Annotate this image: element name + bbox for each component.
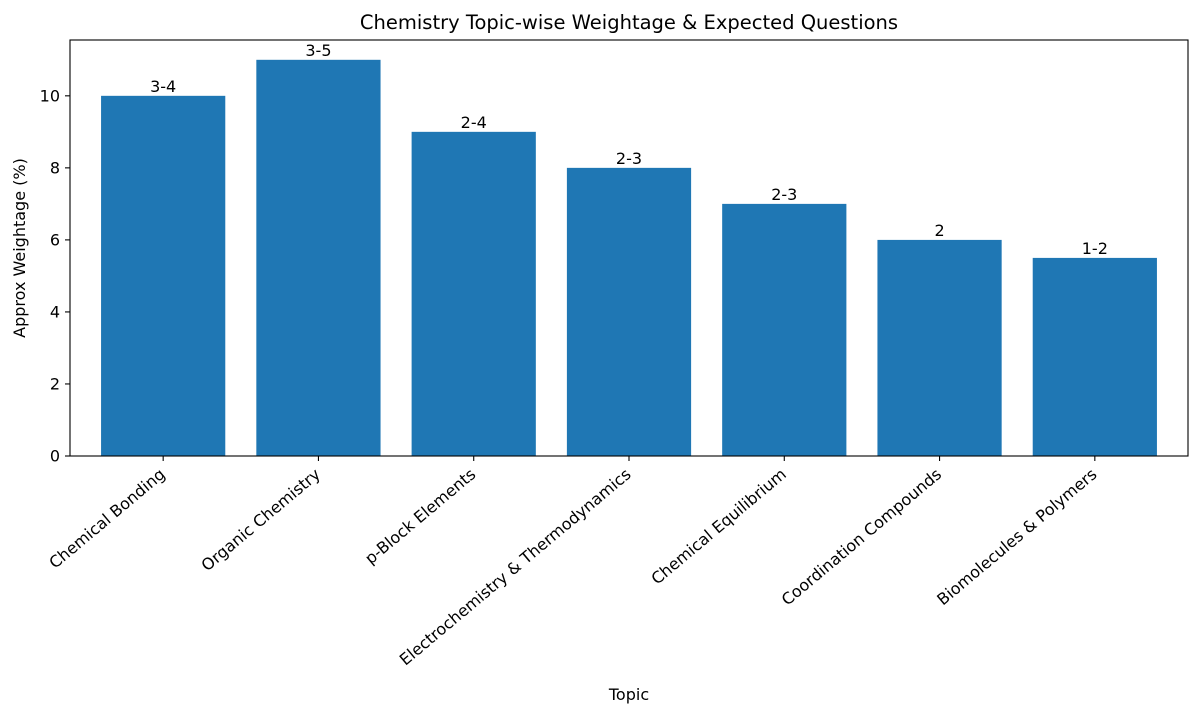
- x-tick-label: Biomolecules & Polymers: [933, 465, 1100, 610]
- bar: [1032, 257, 1157, 456]
- bar: [256, 59, 381, 457]
- y-tick-label: 0: [50, 447, 60, 466]
- bar: [411, 131, 536, 456]
- y-axis-ticks: 0 2 4 6 8 10: [40, 86, 70, 466]
- y-tick-label: 2: [50, 374, 60, 393]
- x-axis-label: Topic: [608, 685, 649, 704]
- bar-data-label: 2-4: [461, 113, 487, 132]
- y-tick-label: 6: [50, 230, 60, 249]
- chart-title: Chemistry Topic-wise Weightage & Expecte…: [360, 11, 898, 34]
- y-tick-label: 8: [50, 158, 60, 177]
- bar-data-label: 2-3: [616, 149, 642, 168]
- bar-data-label: 2-3: [771, 185, 797, 204]
- bar-data-label: 3-4: [150, 77, 176, 96]
- bar: [101, 95, 226, 456]
- x-tick-label: p-Block Elements: [361, 465, 479, 568]
- x-tick-label: Organic Chemistry: [198, 465, 324, 575]
- bar: [877, 239, 1002, 456]
- x-tick-label: Chemical Bonding: [45, 465, 168, 573]
- bar: [566, 167, 692, 457]
- x-tick-label: Chemical Equilibrium: [647, 465, 789, 589]
- bar-data-label: 1-2: [1082, 239, 1108, 258]
- x-tick-label: Coordination Compounds: [778, 465, 945, 610]
- bar-data-label: 3-5: [305, 41, 331, 60]
- bar: [722, 203, 847, 456]
- x-axis-ticks: Chemical Bonding Organic Chemistry p-Block…: [45, 456, 1100, 669]
- plot-frame: [69, 39, 1189, 457]
- y-tick-label: 4: [50, 302, 60, 321]
- y-axis-label: Approx Weightage (%): [10, 158, 29, 338]
- bars-layer: 3-4 3-5 2-4 2-3 2-3 2 1-2: [101, 41, 1157, 457]
- bar-data-label: 2: [934, 221, 944, 240]
- y-tick-label: 10: [40, 86, 60, 105]
